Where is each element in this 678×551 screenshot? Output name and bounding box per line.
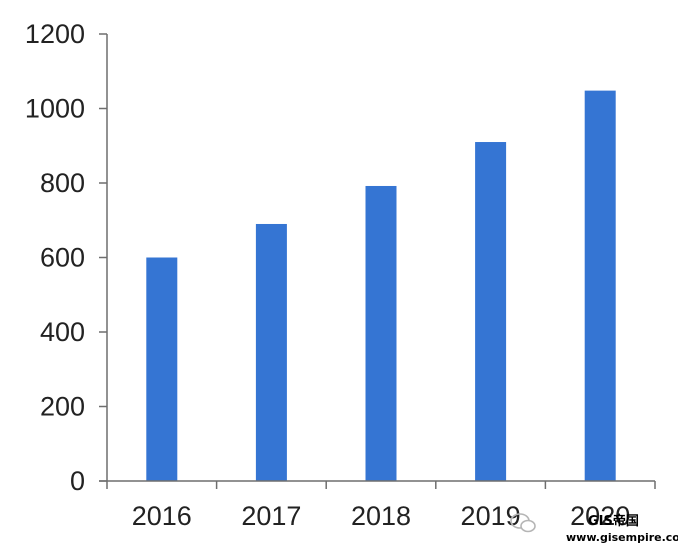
- y-tick-label: 1000: [25, 94, 85, 124]
- bars: [146, 90, 616, 482]
- y-tick-label: 400: [40, 317, 85, 347]
- bar-2017: [255, 223, 287, 481]
- wechat-icon: [510, 513, 536, 533]
- y-tick-label: 800: [40, 168, 85, 198]
- y-tick-label: 1200: [25, 19, 85, 49]
- watermark-brand: GIS帝国: [588, 513, 639, 529]
- bar-2018: [365, 185, 397, 482]
- x-tick-label: 2018: [351, 501, 411, 531]
- bar-2016: [146, 257, 178, 481]
- y-tick-label: 600: [40, 243, 85, 273]
- x-tick-label: 2019: [461, 501, 521, 531]
- x-tick-label: 2020: [570, 501, 630, 531]
- y-axis-ticks: 0 200 400 600 800 1000 1200: [25, 19, 107, 496]
- watermark-url: www.gisempire.com: [566, 531, 678, 544]
- y-tick-label: 0: [70, 466, 85, 496]
- x-axis-ticks: 2016 2017 2018 2019 2020: [106, 481, 656, 531]
- y-tick-label: 200: [40, 392, 85, 422]
- bar-2020: [584, 90, 616, 482]
- watermark: GIS帝国 www.gisempire.com: [510, 513, 678, 544]
- x-tick-label: 2017: [241, 501, 301, 531]
- bar-2019: [475, 142, 507, 481]
- x-tick-label: 2016: [132, 501, 192, 531]
